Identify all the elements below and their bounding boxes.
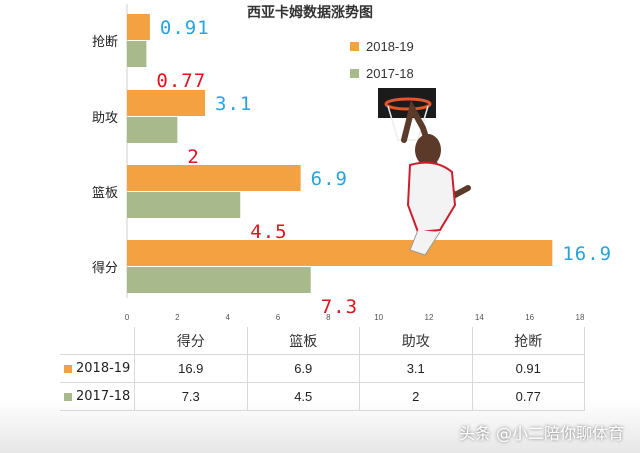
x-tick-label: 6 [276, 313, 281, 322]
table-header-cell: 篮板 [246, 327, 360, 355]
player-dunk-icon [378, 88, 471, 256]
data-label: 4.5 [250, 221, 287, 243]
x-tick-label: 16 [525, 313, 534, 322]
legend-swatch-icon [64, 392, 72, 401]
data-label: 3.1 [215, 93, 252, 115]
table-header-cell: 助攻 [359, 327, 473, 355]
bar-2017-18 [127, 192, 241, 218]
x-tick-label: 8 [326, 313, 331, 322]
x-tick-label: 4 [225, 313, 230, 322]
x-tick-label: 2 [175, 313, 180, 322]
table-header-row: 得分 篮板 助攻 抢断 [60, 327, 585, 355]
legend-swatch-icon [64, 364, 72, 373]
bar-2018-19 [127, 14, 150, 40]
x-tick-label: 12 [425, 313, 434, 322]
data-label: 0.77 [156, 70, 206, 92]
bar-2017-18 [127, 117, 178, 143]
category-label: 助攻 [92, 111, 118, 126]
legend-swatch [350, 42, 359, 51]
bar-2017-18 [127, 41, 147, 67]
x-tick-label: 18 [576, 313, 585, 322]
legend-label: 2017-18 [366, 66, 414, 81]
player-dunk-icon [409, 229, 441, 256]
table-cell: 16.9 [134, 354, 248, 383]
category-label: 抢断 [92, 34, 118, 50]
x-tick-label: 0 [125, 313, 130, 322]
table-row-label: 2018-19 [60, 354, 135, 383]
chart-title: 西亚卡姆数据涨势图 [247, 4, 373, 21]
player-dunk-icon [415, 134, 441, 166]
watermark-band [0, 400, 640, 453]
table-cell: 0.91 [471, 354, 585, 383]
table-corner [60, 327, 135, 355]
bar-2018-19 [127, 240, 553, 266]
player-dunk-icon [406, 161, 457, 234]
table-header-cell: 得分 [134, 327, 248, 355]
data-label: 7.3 [321, 296, 358, 318]
table-header-cell: 抢断 [471, 327, 585, 355]
player-dunk-icon [384, 97, 432, 111]
watermark-text: 头条 @小二陪你聊体育 [458, 424, 624, 443]
bar-2018-19 [127, 165, 301, 191]
category-label: 得分 [92, 260, 118, 276]
x-tick-label: 14 [475, 313, 484, 322]
table-cell: 3.1 [359, 354, 473, 383]
data-label: 16.9 [562, 243, 612, 265]
legend-swatch [350, 69, 359, 78]
table-row-label-text: 2018-19 [76, 361, 131, 376]
data-label: 2 [187, 146, 199, 168]
category-label: 篮板 [92, 186, 118, 201]
table-row: 2018-19 16.9 6.9 3.1 0.91 [60, 354, 585, 383]
data-table: 得分 篮板 助攻 抢断 2018-19 16.9 6.9 3.1 0.91 20… [60, 327, 585, 411]
x-tick-label: 10 [374, 313, 383, 322]
legend-label: 2018-19 [366, 39, 414, 54]
bar-2017-18 [127, 267, 311, 293]
bar-2018-19 [127, 90, 206, 116]
table-cell: 6.9 [246, 354, 360, 383]
data-label: 0.91 [160, 17, 210, 39]
data-label: 6.9 [311, 168, 348, 190]
